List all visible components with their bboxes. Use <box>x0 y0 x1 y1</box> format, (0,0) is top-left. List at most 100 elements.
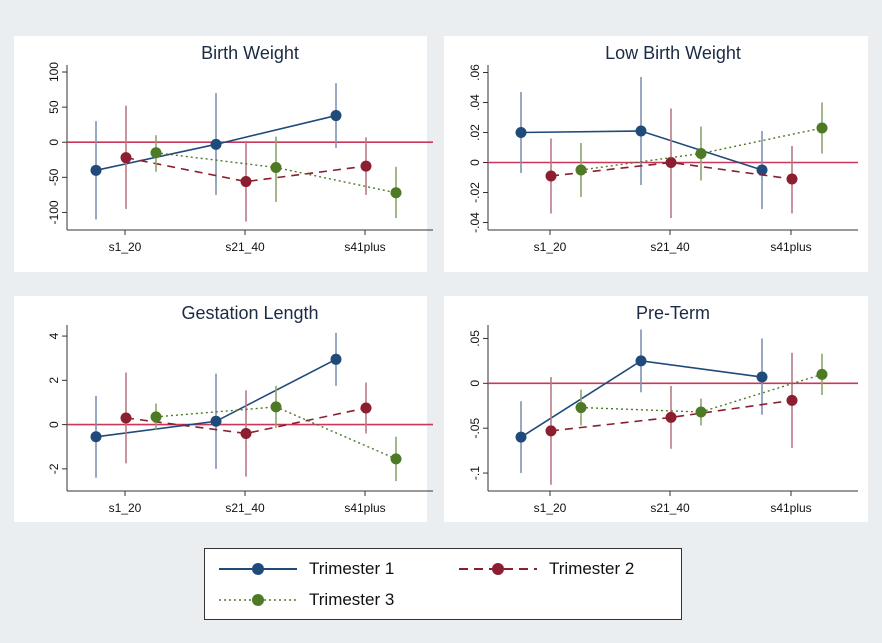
data-point <box>150 411 162 423</box>
chart-pre-term: Pre-Term .05 0 -.05 -.1 s1_20 s21_40 s41plus <box>444 296 868 522</box>
series-trimester-2 <box>545 108 798 218</box>
y-tick-label: .06 <box>468 64 482 81</box>
x-tick-label: s1_20 <box>534 240 567 254</box>
data-point <box>360 160 372 172</box>
y-tick-label: 50 <box>47 100 61 114</box>
y-tick-label: -100 <box>47 200 61 224</box>
panel-background <box>444 296 868 522</box>
series-trimester-2 <box>545 352 798 485</box>
data-point <box>240 427 252 439</box>
chart-title: Gestation Length <box>181 303 318 323</box>
series-line <box>550 161 793 180</box>
series-trimester-3 <box>575 353 828 426</box>
data-point <box>330 353 342 365</box>
x-tick-label: s41plus <box>770 240 811 254</box>
y-tick-label: -.1 <box>468 466 482 480</box>
data-point <box>695 148 707 159</box>
data-point <box>816 368 828 380</box>
legend-key-trimester-2 <box>459 563 537 575</box>
data-point <box>545 425 557 437</box>
series-line <box>125 156 367 183</box>
data-point <box>575 164 587 176</box>
data-point <box>120 152 132 164</box>
chart-gestation-length: Gestation Length 4 2 0 -2 s1_20 s21_40 s41plus <box>14 296 433 522</box>
data-point <box>270 401 282 413</box>
data-point <box>786 173 798 185</box>
y-tick-label: .02 <box>468 124 482 141</box>
chart-title: Low Birth Weight <box>605 43 741 63</box>
data-point <box>360 402 372 414</box>
data-point <box>390 453 402 465</box>
series-line <box>550 399 793 432</box>
data-point <box>330 110 342 122</box>
data-point <box>786 394 798 406</box>
x-tick-label: s41plus <box>344 240 385 254</box>
data-point <box>270 162 282 174</box>
y-tick-label: -50 <box>47 168 61 186</box>
panel-background <box>14 36 427 272</box>
panel-background <box>444 36 868 272</box>
data-point <box>90 164 102 176</box>
series-trimester-2 <box>120 372 372 477</box>
chart-title: Birth Weight <box>201 43 299 63</box>
x-tick-label: s21_40 <box>650 240 690 254</box>
y-tick-label: 4 <box>47 332 61 339</box>
x-tick-label: s21_40 <box>650 501 690 515</box>
data-point <box>120 412 132 424</box>
data-point <box>665 411 677 423</box>
series-trimester-1 <box>515 77 768 209</box>
series-trimester-1 <box>90 332 342 478</box>
data-point <box>695 406 707 418</box>
x-tick-label: s1_20 <box>109 501 142 515</box>
legend-item-trimester-1: Trimester 1 <box>217 559 394 579</box>
data-point <box>575 402 587 414</box>
x-tick-label: s41plus <box>344 501 385 515</box>
series-trimester-1 <box>90 83 342 220</box>
series-line <box>125 407 367 435</box>
data-point <box>635 125 647 137</box>
series-trimester-2 <box>120 105 372 222</box>
data-point <box>150 147 162 159</box>
legend-label-trimester-3: Trimester 3 <box>309 590 395 609</box>
data-point <box>665 157 677 168</box>
y-tick-label: -.04 <box>468 212 482 233</box>
y-tick-label: 0 <box>468 380 482 387</box>
x-tick-label: s21_40 <box>225 501 265 515</box>
legend-item-trimester-2: Trimester 2 <box>457 559 634 579</box>
y-tick-label: -.05 <box>468 418 482 439</box>
y-tick-label: 2 <box>47 377 61 384</box>
legend-key-trimester-3 <box>219 594 297 606</box>
legend: Trimester 1 Trimester 2 Trimester 3 <box>204 548 682 620</box>
y-tick-label: .05 <box>468 330 482 347</box>
series-trimester-1 <box>515 329 768 474</box>
x-tick-label: s1_20 <box>534 501 567 515</box>
y-tick-label: 0 <box>47 421 61 428</box>
x-tick-label: s41plus <box>770 501 811 515</box>
y-tick-label: -2 <box>47 463 61 474</box>
x-tick-label: s21_40 <box>225 240 265 254</box>
data-point <box>515 431 527 443</box>
data-point <box>545 170 557 182</box>
data-point <box>390 187 402 199</box>
y-tick-label: -.02 <box>468 182 482 203</box>
chart-birth-weight: Birth Weight 100 50 0 -50 -100 s1_20 s21_40 s41p… <box>14 36 433 272</box>
data-point <box>515 127 527 138</box>
chart-title: Pre-Term <box>636 303 710 323</box>
y-tick-label: 0 <box>47 139 61 146</box>
legend-key-trimester-1 <box>219 563 297 575</box>
series-trimester-3 <box>575 102 828 197</box>
data-point <box>756 371 768 383</box>
y-tick-label: .04 <box>468 94 482 111</box>
y-tick-label: 0 <box>468 159 482 166</box>
panel-background <box>14 296 427 522</box>
y-tick-label: 100 <box>47 62 61 82</box>
data-point <box>210 415 222 427</box>
legend-item-trimester-3: Trimester 3 <box>217 590 394 610</box>
legend-label-trimester-2: Trimester 2 <box>549 559 635 578</box>
series-trimester-3 <box>150 385 402 482</box>
data-point <box>90 431 102 443</box>
x-tick-label: s1_20 <box>109 240 142 254</box>
series-trimester-3 <box>150 135 402 219</box>
